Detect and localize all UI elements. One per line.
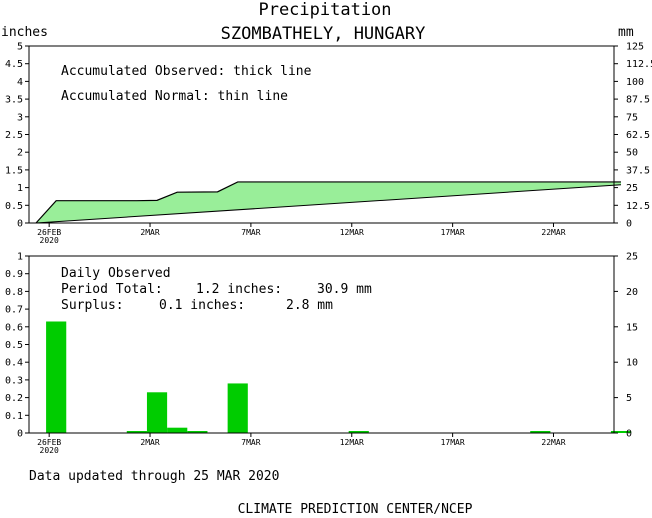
daily-x-tick-label: 12MAR (340, 438, 364, 447)
accumulated-right-tick-label: 50 (626, 148, 638, 159)
accumulated-left-tick-label: 4.5 (5, 59, 23, 70)
accumulated-right-tick-label: 75 (626, 112, 638, 123)
daily-right-tick-label: 10 (626, 358, 638, 369)
daily-bar (348, 431, 369, 433)
accumulated-right-tick-label: 125 (626, 42, 644, 53)
daily-right-tick-label: 25 (626, 252, 638, 263)
daily-bar (187, 431, 208, 433)
daily-left-tick-label: 0.9 (5, 269, 23, 280)
accumulated-right-tick-label: 112.5 (626, 59, 652, 70)
daily-bar (146, 392, 168, 433)
accumulated-right-tick-label: 25 (626, 183, 638, 194)
accumulated-x-tick-sublabel: 2020 (40, 236, 59, 245)
daily-bar (610, 431, 632, 433)
daily-left-tick-label: 1 (17, 252, 23, 263)
accumulated-x-tick-label: 2MAR (140, 228, 159, 237)
chart-subtitle: SZOMBATHELY, HUNGARY (221, 24, 426, 44)
accumulated-left-tick-label: 3.5 (5, 95, 23, 106)
accumulated-right-tick-label: 100 (626, 77, 644, 88)
data-updated-note: Data updated through 25 MAR 2020 (29, 469, 279, 484)
daily-x-tick-label: 17MAR (441, 438, 465, 447)
daily-left-tick-label: 0.5 (5, 340, 23, 351)
accumulated-x-tick-label: 7MAR (241, 228, 260, 237)
accumulated-right-tick-label: 12.5 (626, 201, 650, 212)
daily-left-tick-label: 0.6 (5, 322, 23, 333)
accumulated-observed-line (35, 181, 621, 224)
accumulated-panel: 00.511.522.533.544.55012.52537.55062.575… (5, 42, 652, 246)
accumulated-x-tick-label: 22MAR (541, 228, 565, 237)
accumulated-left-tick-label: 1 (17, 183, 23, 194)
daily-x-tick-label: 22MAR (541, 438, 565, 447)
daily-bar (126, 431, 147, 433)
daily-left-tick-label: 0.3 (5, 375, 23, 386)
accumulated-right-tick-label: 0 (626, 219, 632, 230)
daily-bar (167, 427, 188, 433)
accumulated-left-tick-label: 4 (17, 77, 23, 88)
daily-bar (227, 383, 248, 433)
daily-left-tick-label: 0 (17, 429, 23, 440)
daily-left-tick-label: 0.2 (5, 393, 23, 404)
daily-left-tick-label: 0.4 (5, 358, 23, 369)
daily-bar (530, 431, 551, 433)
accumulated-right-tick-label: 37.5 (626, 165, 650, 176)
daily-left-tick-label: 0.8 (5, 287, 23, 298)
left-unit-label: inches (1, 25, 48, 40)
accumulated-left-tick-label: 3 (17, 112, 23, 123)
accumulated-left-tick-label: 2 (17, 148, 23, 159)
accumulated-left-tick-label: 5 (17, 42, 23, 53)
surplus-label: Surplus: (61, 298, 124, 313)
accumulated-left-tick-label: 0 (17, 219, 23, 230)
period-total-label: Period Total: (61, 282, 163, 297)
daily-panel: 00.10.20.30.40.50.60.70.80.9105101520252… (5, 252, 638, 456)
daily-right-tick-label: 20 (626, 287, 638, 298)
accumulated-left-tick-label: 2.5 (5, 130, 23, 141)
daily-x-tick-label: 2MAR (140, 438, 159, 447)
daily-bar (46, 321, 67, 433)
daily-left-tick-label: 0.7 (5, 305, 23, 316)
accumulated-left-tick-label: 0.5 (5, 201, 23, 212)
surplus-inches: 0.1 inches: (159, 298, 245, 313)
accumulated-normal-line (35, 184, 622, 224)
accumulated-left-tick-label: 1.5 (5, 165, 23, 176)
daily-x-tick-sublabel: 2020 (40, 446, 59, 455)
accumulated-x-tick-label: 12MAR (340, 228, 364, 237)
accumulated-right-tick-label: 87.5 (626, 95, 650, 106)
chart-title: Precipitation (258, 0, 391, 20)
daily-right-tick-label: 5 (626, 393, 632, 404)
accumulated-x-tick-label: 17MAR (441, 228, 465, 237)
daily-x-tick-label: 26FEB (37, 438, 61, 447)
accumulated-x-tick-label: 26FEB (37, 228, 61, 237)
daily-x-tick-label: 7MAR (241, 438, 260, 447)
period-total-mm: 30.9 mm (317, 282, 372, 297)
legend-normal: Accumulated Normal: thin line (61, 89, 288, 104)
daily-left-tick-label: 0.1 (5, 411, 23, 422)
source-credit: CLIMATE PREDICTION CENTER/NCEP (238, 502, 473, 517)
accumulated-right-tick-label: 62.5 (626, 130, 650, 141)
surplus-mm: 2.8 mm (286, 298, 333, 313)
legend-observed: Accumulated Observed: thick line (61, 64, 312, 79)
right-unit-label: mm (618, 25, 634, 40)
daily-right-tick-label: 15 (626, 322, 638, 333)
period-total-inches: 1.2 inches: (196, 282, 282, 297)
daily-right-tick-label: 0 (626, 429, 632, 440)
daily-observed-heading: Daily Observed (61, 266, 171, 281)
